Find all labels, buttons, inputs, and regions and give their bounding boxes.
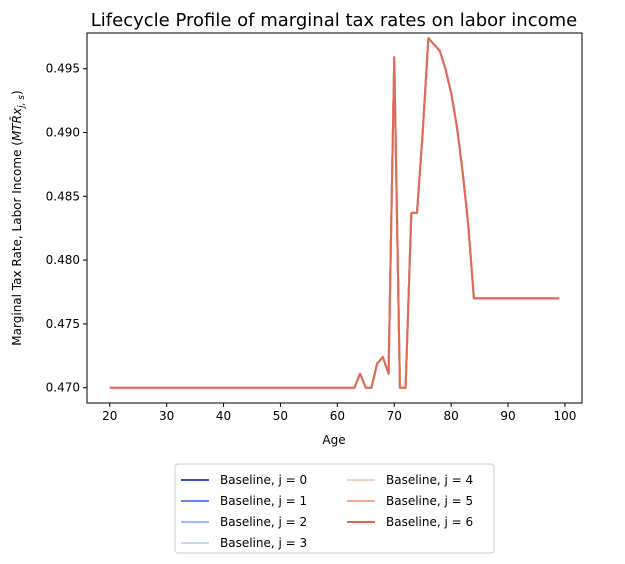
x-tick-label: 100 [553,409,576,423]
legend-label-j0: Baseline, j = 0 [220,473,307,487]
x-axis: 20 30 40 50 60 70 80 90 100 [102,403,576,423]
legend-label-j2: Baseline, j = 2 [220,515,307,529]
series-line-j2 [109,37,560,389]
y-axis-label-math: MTR̄x [10,107,24,141]
series-line-j0 [109,37,560,389]
legend-label-j4: Baseline, j = 4 [386,473,473,487]
legend-label-j3: Baseline, j = 3 [220,536,307,550]
x-tick-label: 20 [102,409,117,423]
series-layer [109,37,560,389]
y-axis-label: Marginal Tax Rate, Labor Income (MTR̄xj,… [10,90,27,345]
x-tick-label: 40 [216,409,231,423]
y-tick-label: 0.495 [46,62,80,76]
legend-label-j1: Baseline, j = 1 [220,494,307,508]
y-tick-label: 0.470 [46,381,80,395]
y-tick-label: 0.485 [46,189,80,203]
x-tick-label: 70 [387,409,402,423]
y-tick-label: 0.475 [46,317,80,331]
x-axis-label: Age [322,433,345,447]
y-axis-label-subscript: j, s [17,95,27,110]
y-axis-label-close: ) [10,90,24,95]
series-line-j3 [109,37,560,389]
legend-label-j6: Baseline, j = 6 [386,515,473,529]
series-line-j1 [109,37,560,389]
x-tick-label: 30 [159,409,174,423]
y-axis: 0.470 0.475 0.480 0.485 0.490 0.495 [46,62,87,395]
x-tick-label: 90 [500,409,515,423]
series-line-j6 [109,37,560,389]
plot-frame [86,32,583,404]
x-tick-label: 60 [330,409,345,423]
y-tick-label: 0.490 [46,126,80,140]
series-line-j4 [109,37,560,389]
y-tick-label: 0.480 [46,253,80,267]
series-line-j5 [109,37,560,389]
legend-label-j5: Baseline, j = 5 [386,494,473,508]
x-tick-label: 80 [443,409,458,423]
x-tick-label: 50 [273,409,288,423]
chart-title: Lifecycle Profile of marginal tax rates … [91,10,577,31]
legend: Baseline, j = 0 Baseline, j = 1 Baseline, … [174,463,495,554]
legend-frame [174,463,495,554]
